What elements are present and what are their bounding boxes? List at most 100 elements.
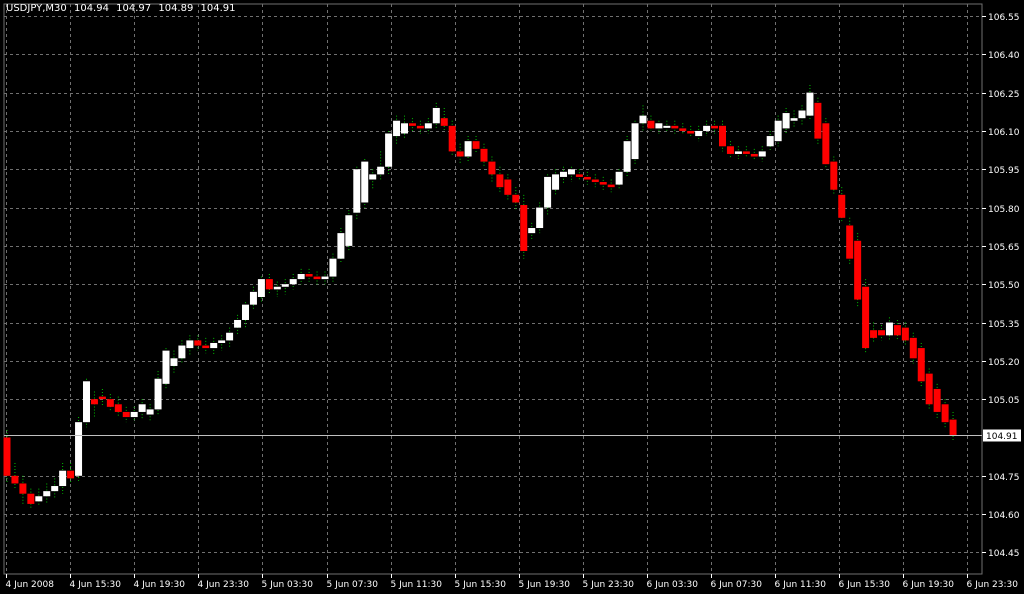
candle-body	[345, 215, 353, 246]
candle-body	[59, 470, 67, 487]
candle-body	[234, 319, 242, 328]
x-tick-label: 5 Jun 07:30	[327, 580, 379, 590]
candle-body	[90, 399, 98, 405]
candle-body	[27, 493, 35, 504]
candle-body	[726, 146, 734, 154]
open-value: 104.94	[73, 3, 109, 14]
chart-header: USDJPY,M30 104.94 104.97 104.89 104.91	[6, 3, 240, 14]
candle-layer	[3, 84, 957, 510]
candle-body	[146, 409, 154, 415]
candle-body	[901, 327, 909, 341]
candle-body	[655, 123, 663, 129]
x-tick-label: 4 Jun 19:30	[134, 580, 186, 590]
candle-body	[51, 486, 59, 492]
candle-body	[774, 120, 782, 142]
candle-body	[67, 470, 75, 479]
candle-body	[83, 381, 90, 423]
candle-body	[257, 279, 265, 297]
current-price-box	[983, 429, 1021, 442]
x-tick-label: 5 Jun 23:30	[583, 580, 635, 590]
y-tick-label: 105.50	[988, 281, 1020, 291]
candle-body	[528, 228, 536, 234]
candle-body	[520, 205, 528, 252]
candle-body	[663, 125, 671, 128]
candle-body	[162, 350, 170, 384]
candle-body	[210, 342, 218, 349]
candle-body	[154, 378, 162, 410]
candle-body	[631, 123, 639, 160]
candle-body	[711, 125, 719, 129]
y-tick-label: 104.45	[988, 549, 1020, 559]
x-tick-label: 6 Jun 03:30	[647, 580, 699, 590]
candle-body	[512, 194, 520, 203]
candle-body	[758, 151, 766, 157]
candle-body	[43, 491, 51, 497]
candle-body	[106, 399, 114, 407]
candle-body	[488, 161, 496, 175]
candle-body	[408, 123, 416, 126]
candle-body	[552, 174, 560, 190]
candle-body	[313, 276, 321, 280]
x-tick-label: 6 Jun 23:30	[967, 580, 1019, 590]
candle-body	[703, 125, 711, 131]
candle-body	[202, 345, 210, 349]
candle-body	[353, 169, 361, 213]
y-tick-label: 106.55	[988, 13, 1020, 23]
candle-body	[679, 128, 687, 131]
candle-body	[719, 125, 726, 147]
candle-body	[440, 118, 448, 126]
y-tick-label: 106.40	[988, 51, 1020, 61]
candle-body	[130, 411, 138, 418]
axis-layer: 106.55 106.40 106.25 106.10 105.95 105.80 105.…	[4, 13, 1021, 590]
candle-body	[806, 92, 814, 116]
candle-body	[750, 153, 758, 157]
candle-body	[822, 123, 830, 165]
candle-body	[480, 148, 488, 162]
candle-body	[941, 404, 949, 423]
candle-body	[838, 194, 846, 218]
candle-body	[917, 348, 925, 382]
candle-body	[114, 404, 122, 412]
candle-body	[281, 284, 289, 287]
candle-body	[186, 340, 194, 349]
x-tick-label: 4 Jun 15:30	[70, 580, 122, 590]
candle-body	[385, 133, 393, 167]
y-tick-label: 104.75	[988, 473, 1020, 483]
candle-body	[377, 166, 385, 175]
candle-body	[734, 151, 742, 154]
candle-body	[393, 120, 401, 137]
x-tick-label: 6 Jun 11:30	[775, 580, 827, 590]
candle-body	[297, 274, 305, 280]
candle-body	[671, 125, 679, 129]
x-tick-label: 6 Jun 07:30	[711, 580, 763, 590]
x-tick-label: 5 Jun 15:30	[455, 580, 507, 590]
candle-body	[846, 225, 854, 259]
candle-body	[242, 304, 249, 320]
candle-body	[448, 125, 456, 152]
candle-body	[591, 179, 599, 183]
candle-body	[11, 475, 19, 484]
candle-body	[583, 176, 591, 180]
candle-body	[742, 151, 750, 154]
candle-body	[544, 176, 552, 208]
candle-body	[249, 291, 257, 305]
candle-body	[321, 276, 329, 280]
plot-frame	[3, 3, 983, 575]
candle-body	[19, 483, 27, 494]
candle-body	[870, 330, 878, 338]
candle-body	[361, 161, 369, 203]
candle-body	[138, 404, 146, 412]
candle-body	[893, 325, 901, 336]
candle-body	[766, 136, 774, 147]
candle-body	[560, 171, 567, 177]
x-tick-label: 5 Jun 19:30	[519, 580, 571, 590]
candle-body	[329, 258, 337, 277]
candle-body	[416, 125, 424, 129]
candle-body	[178, 345, 186, 359]
x-tick-label: 4 Jun 2008	[6, 580, 55, 590]
candle-body	[925, 373, 933, 405]
candle-body	[401, 123, 408, 134]
candle-body	[424, 123, 432, 129]
